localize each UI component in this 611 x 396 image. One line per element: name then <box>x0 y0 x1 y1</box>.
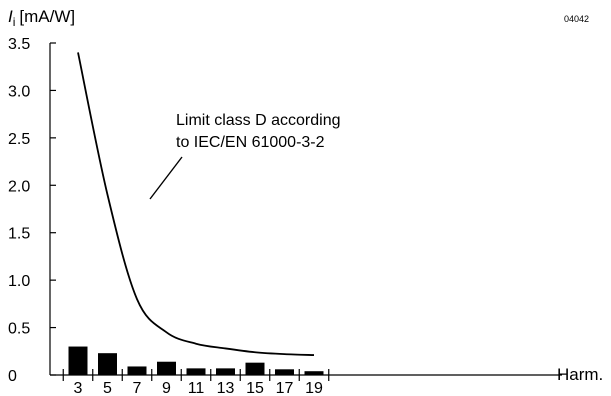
x-tick-label: 13 <box>217 380 235 396</box>
bar-harm-17 <box>275 369 294 375</box>
y-axis-unit: [mA/W] <box>19 7 75 26</box>
limit-curve <box>77 52 315 356</box>
x-tick-label: 17 <box>276 380 294 396</box>
bar-harm-5 <box>98 353 117 375</box>
x-axis-ticks: 3 5 7 9 11 13 15 17 19 <box>62 369 330 396</box>
y-tick-label: 3.5 <box>8 36 30 53</box>
y-axis-ticks: 0 0.5 1.0 1.5 2.0 2.5 3.0 3.5 <box>8 36 56 385</box>
bar-harm-11 <box>186 368 206 375</box>
x-axis-title: Harm. <box>557 365 603 384</box>
y-tick-label: 2.5 <box>8 131 30 148</box>
y-tick-label: 0.5 <box>8 321 30 338</box>
annotation-line-2: to IEC/EN 61000-3-2 <box>176 134 325 151</box>
bar-harm-15 <box>245 362 265 375</box>
bar-harm-19 <box>304 371 324 375</box>
annotation-line-1: Limit class D according <box>176 112 341 129</box>
y-tick-label: 0 <box>8 368 17 385</box>
bar-series <box>68 346 324 375</box>
y-axis-subscript: i <box>13 15 16 29</box>
figure-code: 04042 <box>564 14 589 24</box>
y-tick-label: 1.0 <box>8 273 30 290</box>
y-axis-symbol: I <box>8 7 13 26</box>
bar-harm-13 <box>216 368 235 375</box>
y-tick-label: 1.5 <box>8 226 30 243</box>
y-tick-label: 2.0 <box>8 178 30 195</box>
x-tick-label: 9 <box>162 380 171 396</box>
x-tick-label: 7 <box>133 380 142 396</box>
x-tick-label: 3 <box>74 380 83 396</box>
bar-harm-9 <box>157 361 176 375</box>
x-tick-label: 11 <box>188 380 205 396</box>
bar-harm-3 <box>68 346 88 375</box>
x-tick-label: 19 <box>305 380 323 396</box>
bar-harm-7 <box>127 366 147 375</box>
x-tick-label: 5 <box>103 380 112 396</box>
annotation-leader <box>149 156 183 200</box>
y-axis-title: Ii [mA/W] <box>8 7 75 29</box>
y-tick-label: 3.0 <box>8 83 30 100</box>
x-tick-label: 15 <box>246 380 264 396</box>
